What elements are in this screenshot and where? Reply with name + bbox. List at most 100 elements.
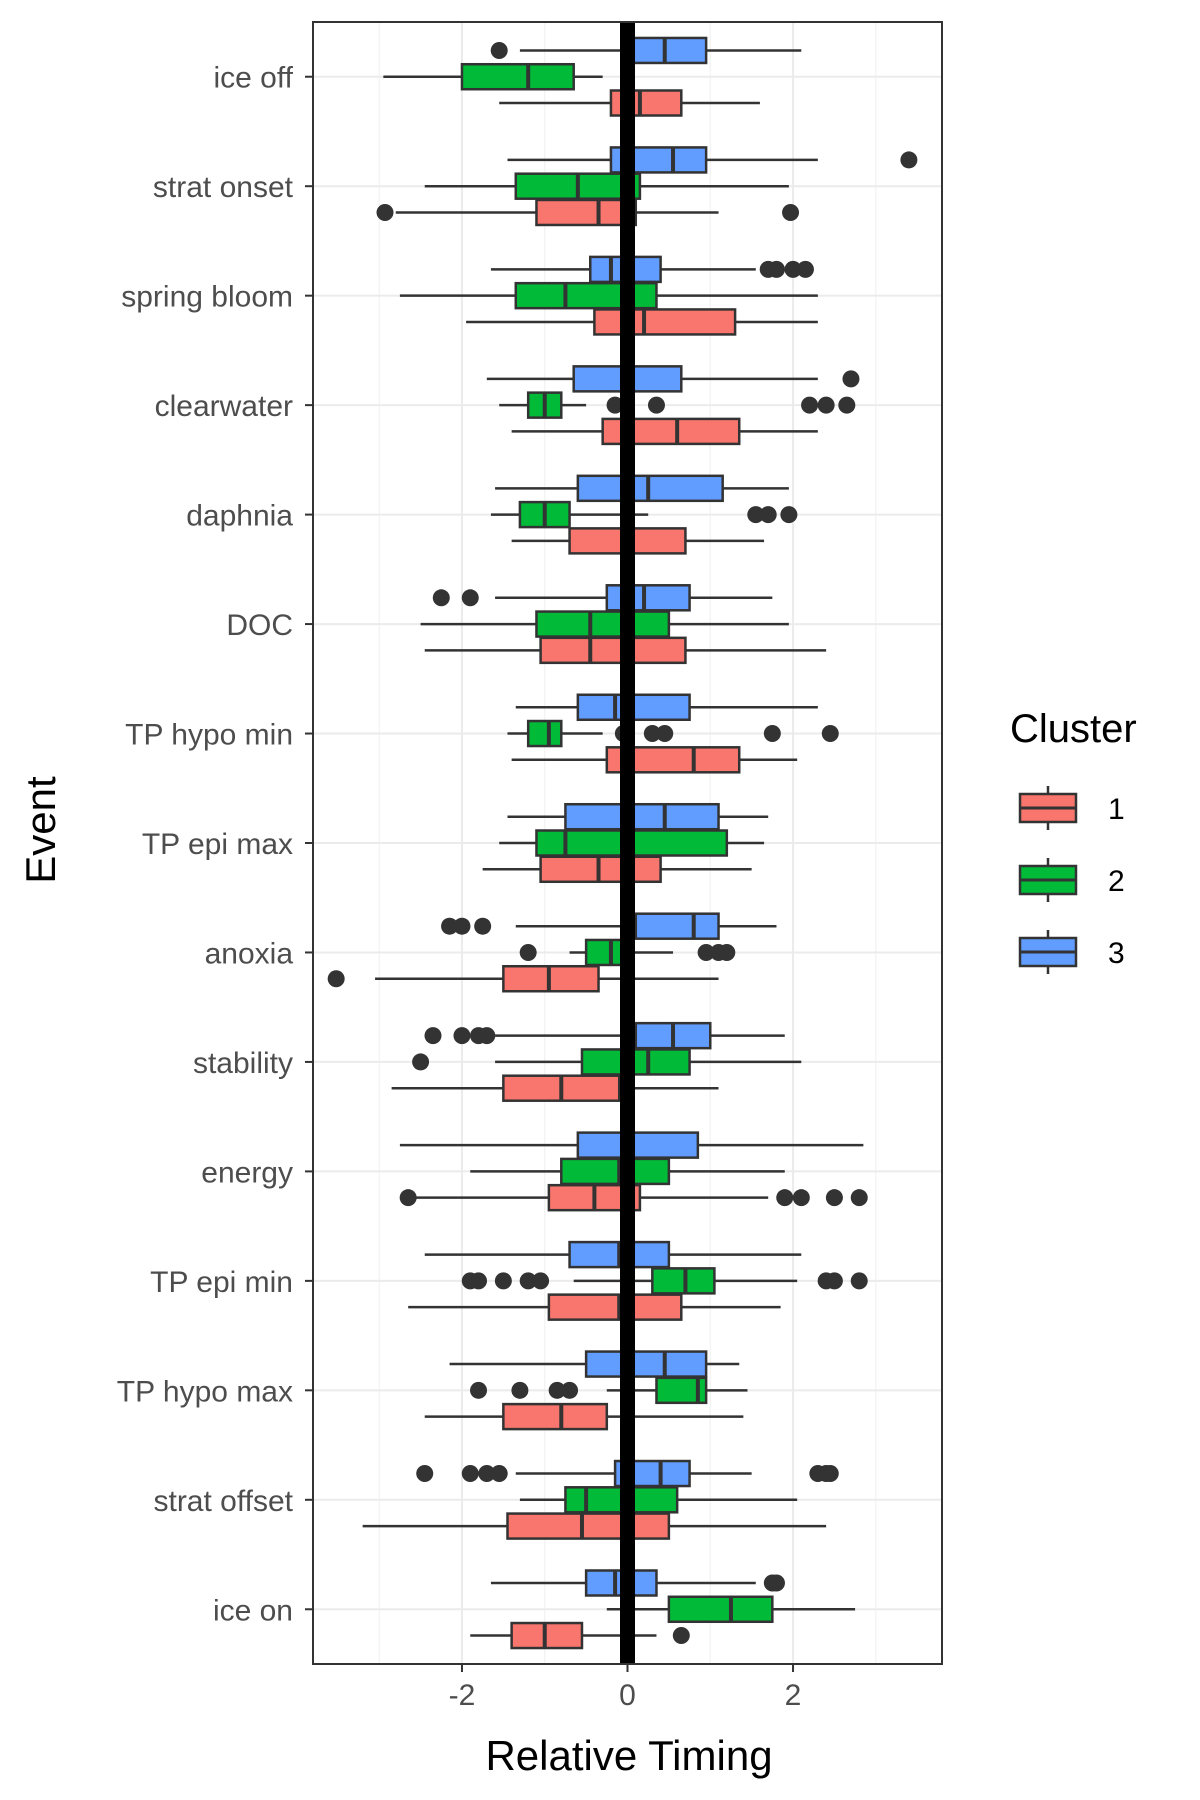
- y-axis-title: Event: [17, 776, 64, 884]
- outlier-point: [647, 396, 665, 414]
- outlier-point: [825, 1189, 843, 1207]
- outlier-point: [561, 1381, 579, 1399]
- outlier-point: [470, 1272, 488, 1290]
- iqr-box: [510, 1621, 584, 1650]
- box-tp-epi-min-cluster-2: [461, 1267, 868, 1295]
- outlier-point: [776, 1189, 794, 1207]
- outlier-point: [470, 1381, 488, 1399]
- y-tick-label: DOC: [226, 609, 293, 642]
- legend-item-cluster-3: 3: [1018, 930, 1125, 974]
- box-ice-off-cluster-2: [383, 62, 603, 91]
- iqr-box: [460, 62, 575, 91]
- iqr-box: [506, 1512, 671, 1540]
- outlier-point: [838, 396, 856, 414]
- outlier-point: [474, 917, 492, 935]
- box-tp-hypo-max-cluster-3: [449, 1350, 740, 1378]
- outlier-point: [511, 1381, 529, 1399]
- outlier-point: [759, 506, 777, 524]
- iqr-box: [560, 1157, 671, 1186]
- box-stability-cluster-2: [412, 1048, 802, 1076]
- outlier-point: [850, 1189, 868, 1207]
- x-axis: -2 0 2: [449, 1664, 802, 1712]
- iqr-box: [605, 584, 691, 612]
- outlier-point: [825, 1272, 843, 1290]
- iqr-box: [502, 964, 600, 993]
- y-tick-label: energy: [201, 1156, 293, 1189]
- iqr-box: [667, 1595, 774, 1624]
- x-axis-title: Relative Timing: [485, 1732, 772, 1779]
- iqr-box: [526, 719, 563, 748]
- outlier-point: [767, 260, 785, 278]
- x-tick-label: 0: [619, 1679, 636, 1712]
- box-tp-hypo-max-cluster-1: [424, 1402, 744, 1431]
- iqr-box: [547, 1293, 683, 1321]
- iqr-box: [514, 281, 658, 310]
- x-tick-label: 2: [785, 1679, 802, 1712]
- outlier-point: [801, 396, 819, 414]
- series-cluster-1: [327, 89, 868, 1650]
- box-energy-cluster-3: [399, 1131, 864, 1159]
- legend-title: Cluster: [1010, 707, 1137, 751]
- outlier-point: [672, 1627, 690, 1645]
- iqr-box: [576, 474, 724, 503]
- y-tick-label: stability: [193, 1047, 293, 1080]
- outlier-point: [782, 203, 800, 221]
- legend-label: 1: [1108, 793, 1125, 826]
- box-ice-on-cluster-1: [470, 1621, 690, 1650]
- box-daphnia-cluster-3: [495, 474, 789, 503]
- iqr-box: [535, 610, 671, 638]
- outlier-point: [478, 1465, 496, 1483]
- outlier-point: [842, 370, 860, 388]
- x-tick-label: -2: [449, 1679, 476, 1712]
- outlier-point: [461, 1465, 479, 1483]
- legend: Cluster 1 2 3: [1010, 707, 1137, 974]
- outlier-point: [532, 1272, 550, 1290]
- outlier-point: [821, 725, 839, 743]
- plot-panel: [312, 21, 943, 1665]
- box-doc-cluster-2: [420, 610, 789, 638]
- outlier-point: [780, 506, 798, 524]
- legend-item-cluster-2: 2: [1018, 858, 1125, 902]
- box-ice-on-cluster-2: [606, 1595, 856, 1624]
- outlier-point: [376, 203, 394, 221]
- box-anoxia-cluster-3: [441, 912, 777, 940]
- outlier-point: [606, 396, 624, 414]
- outlier-point: [490, 41, 508, 59]
- y-tick-label: TP hypo min: [125, 719, 293, 752]
- box-tp-hypo-min-cluster-2: [507, 719, 839, 748]
- iqr-box: [584, 938, 625, 967]
- iqr-box: [630, 36, 708, 65]
- box-tp-epi-min-cluster-3: [424, 1240, 802, 1269]
- outlier-point: [821, 1465, 839, 1483]
- iqr-box: [564, 802, 720, 831]
- iqr-box: [535, 198, 638, 227]
- box-anoxia-cluster-1: [327, 964, 719, 993]
- y-tick-label: spring bloom: [121, 281, 293, 314]
- outlier-point: [453, 917, 471, 935]
- box-strat-offset-cluster-3: [416, 1459, 839, 1488]
- outlier-point: [747, 506, 765, 524]
- box-tp-epi-min-cluster-1: [408, 1293, 781, 1321]
- y-tick-label: strat offset: [153, 1485, 293, 1518]
- box-tp-epi-max-cluster-1: [482, 855, 752, 884]
- legend-label: 2: [1108, 865, 1125, 898]
- iqr-box: [539, 636, 687, 665]
- box-tp-epi-max-cluster-3: [507, 802, 769, 831]
- series-cluster-2: [383, 62, 868, 1624]
- box-clearwater-cluster-2: [499, 391, 856, 419]
- box-doc-cluster-1: [424, 636, 827, 665]
- box-anoxia-cluster-2: [519, 938, 736, 967]
- outlier-point: [784, 260, 802, 278]
- outlier-point: [718, 943, 736, 961]
- series-cluster-3: [399, 36, 918, 1597]
- box-stability-cluster-3: [424, 1021, 785, 1050]
- iqr-box: [539, 855, 662, 884]
- iqr-box: [634, 912, 720, 940]
- outlier-point: [796, 260, 814, 278]
- box-strat-onset-cluster-2: [424, 172, 789, 200]
- outlier-point: [900, 151, 918, 169]
- outlier-point: [478, 1027, 496, 1045]
- iqr-box: [593, 308, 737, 336]
- iqr-box: [584, 1350, 708, 1378]
